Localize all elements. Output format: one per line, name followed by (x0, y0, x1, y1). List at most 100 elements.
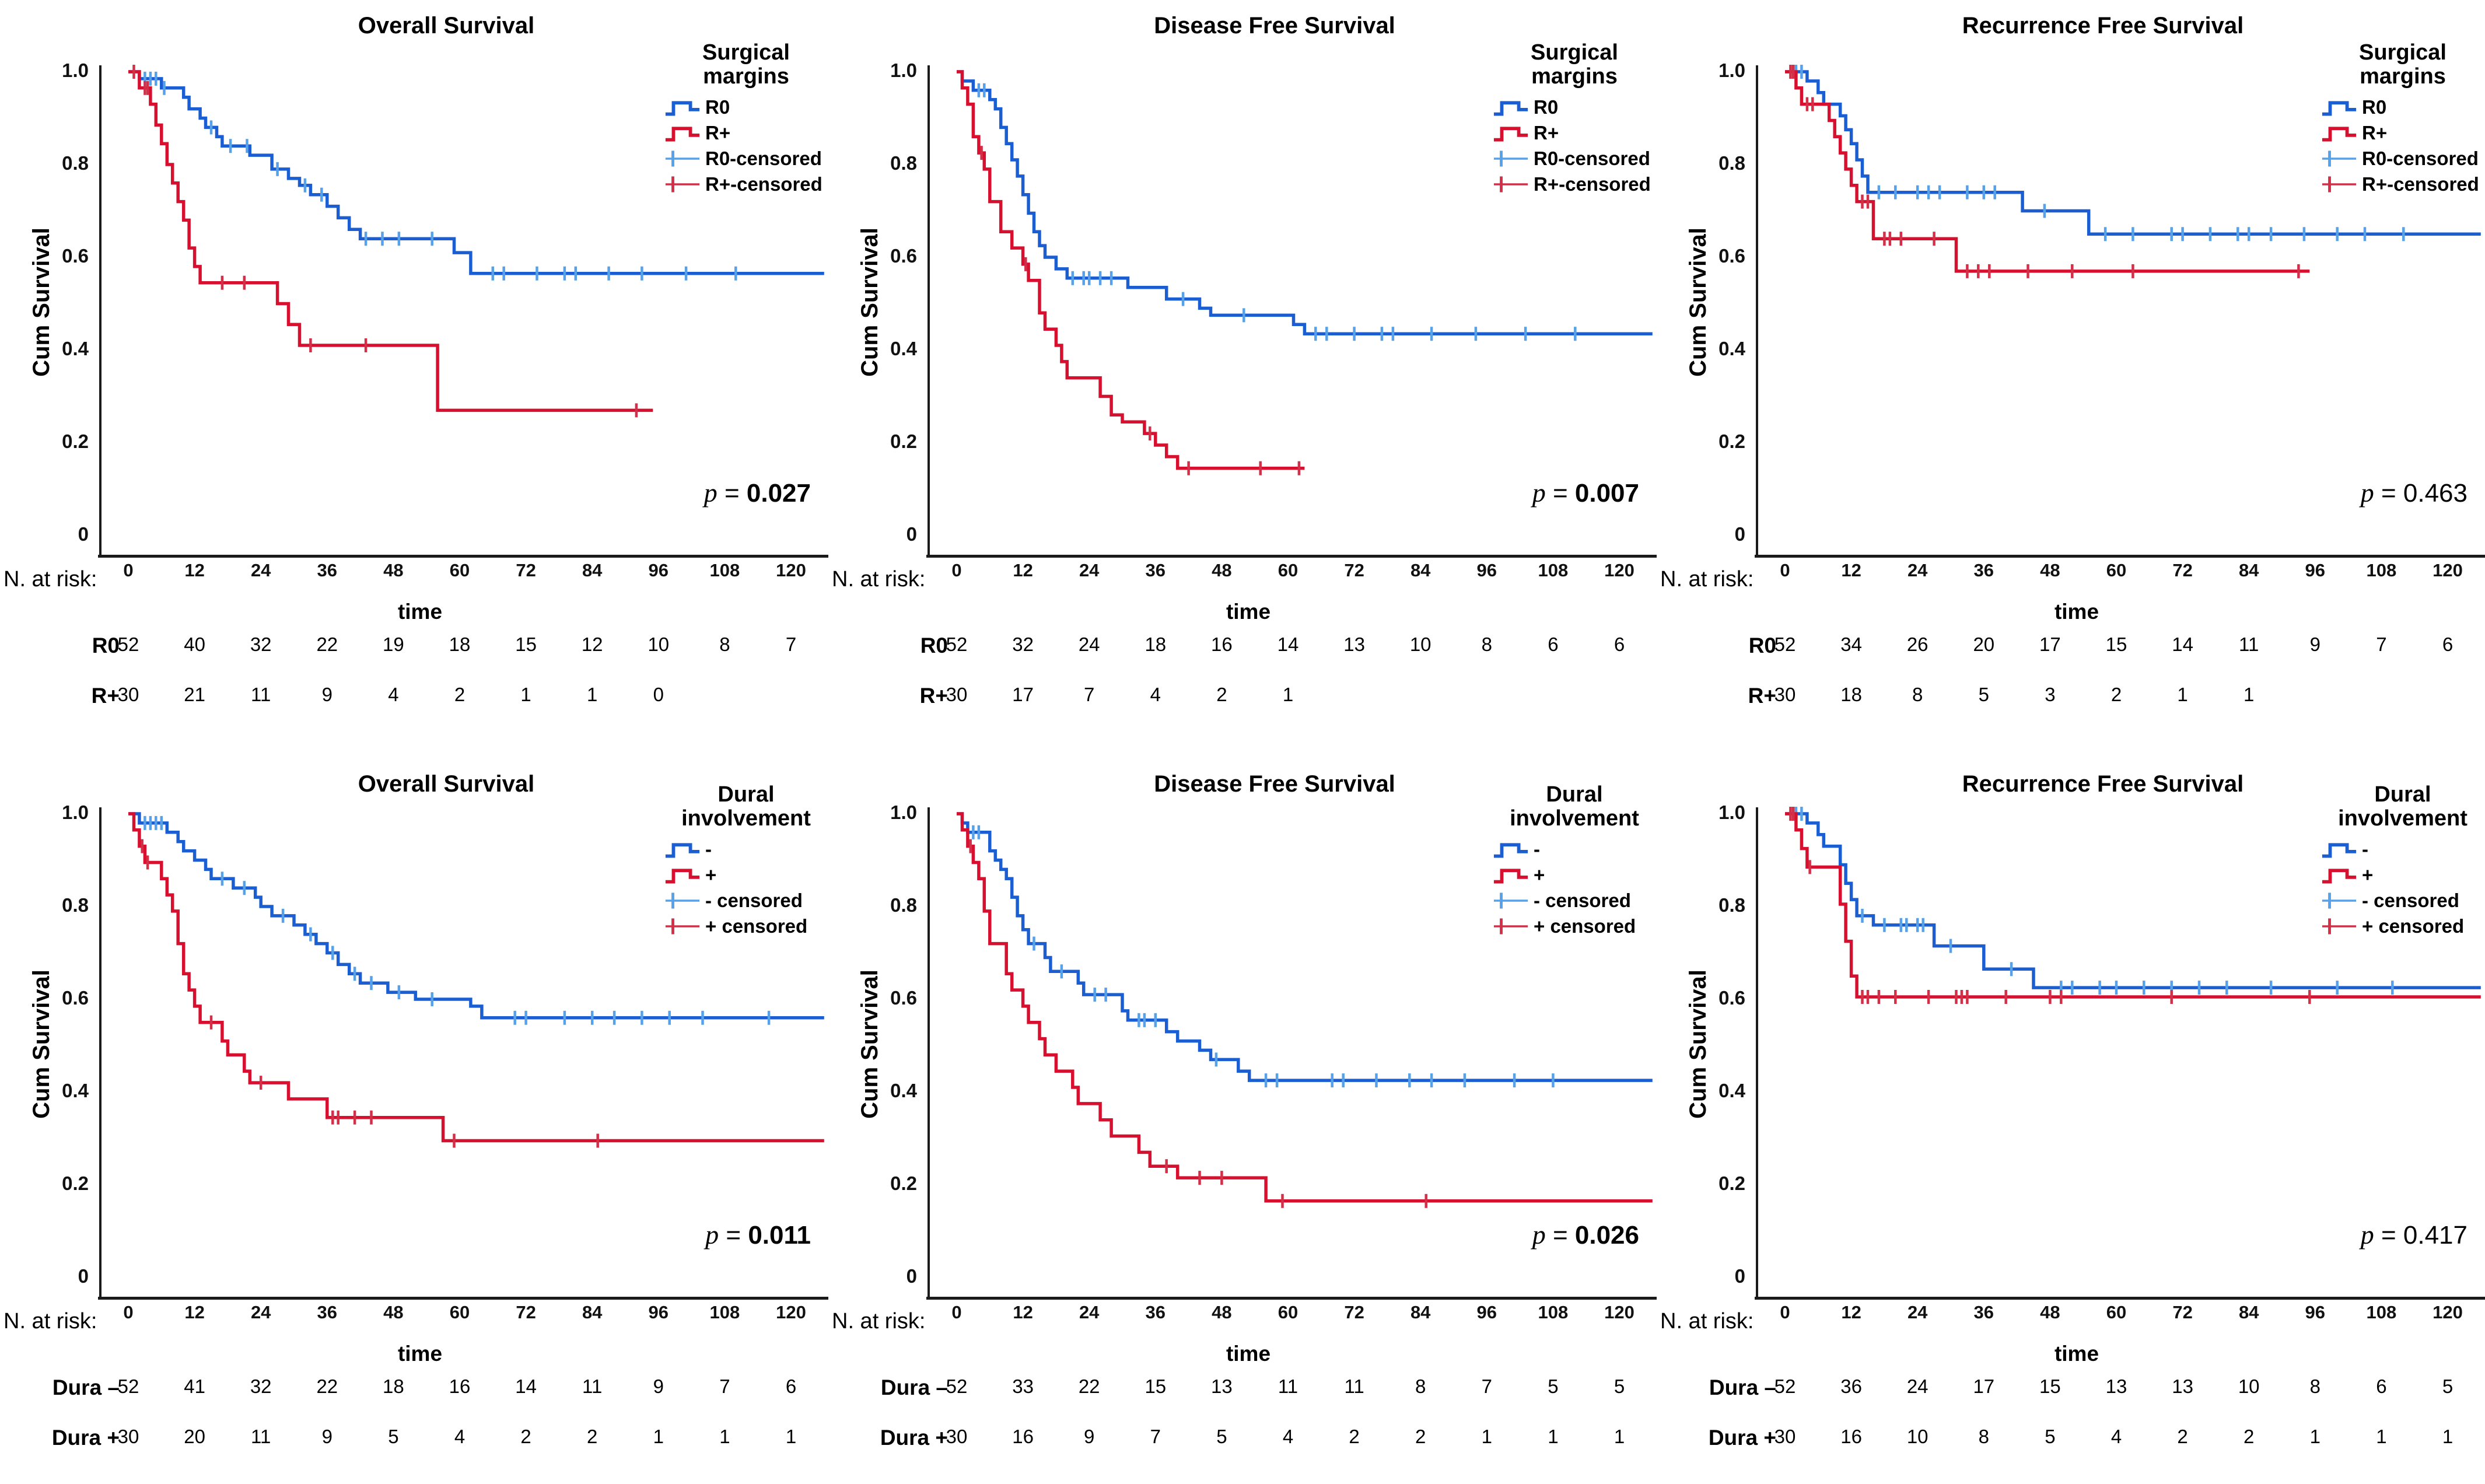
risk-count: 4 (1150, 684, 1161, 705)
y-tick-label: 0 (906, 523, 917, 545)
x-tick-label: 108 (1538, 560, 1569, 580)
x-tick-label: 12 (1841, 1302, 1861, 1322)
legend-line-glyph (665, 869, 700, 884)
x-tick-label: 36 (1145, 560, 1166, 580)
risk-count: 7 (2376, 634, 2387, 655)
legend-entry-label: + censored (705, 915, 808, 937)
legend-title: Dural involvement (1510, 782, 1639, 831)
risk-count: 52 (117, 1376, 139, 1397)
x-axis-line (1755, 1297, 2485, 1300)
risk-row-label: R+ (919, 684, 948, 708)
legend-entries: - + - censored + censored (664, 836, 828, 939)
panel-title: Recurrence Free Survival (1962, 13, 2244, 38)
x-tick-label: 12 (184, 560, 205, 580)
x-tick-label: 84 (2238, 560, 2259, 580)
risk-count: 14 (2172, 634, 2193, 655)
legend-line-glyph (1493, 127, 1528, 142)
risk-count: 15 (2039, 1376, 2061, 1397)
x-tick-label: 0 (951, 560, 962, 580)
p-number: 0.007 (1574, 479, 1639, 508)
risk-count: 11 (2239, 634, 2259, 655)
n-at-risk-label: N. at risk: (4, 567, 97, 592)
x-axis-line (926, 1297, 1657, 1300)
x-tick-label: 72 (516, 560, 536, 580)
risk-count: 52 (946, 1376, 968, 1397)
x-tick-label: 84 (1410, 560, 1431, 580)
risk-count: 11 (251, 1426, 271, 1447)
x-axis-line (98, 1297, 828, 1300)
x-tick-label: 96 (2305, 1302, 2326, 1322)
risk-count: 15 (515, 634, 537, 655)
risk-row-label: R0 (1748, 634, 1776, 657)
x-axis-title: time (397, 1342, 443, 1366)
risk-count: 30 (946, 684, 968, 705)
risk-count: 2 (1415, 1426, 1426, 1447)
risk-count: 16 (1840, 1426, 1862, 1447)
p-equals: = (717, 479, 747, 508)
legend-entry: + (664, 862, 828, 888)
x-tick-label: 0 (1780, 1302, 1790, 1322)
legend-entry-label: R+-censored (1534, 173, 1651, 195)
risk-count: 30 (1774, 1426, 1796, 1447)
risk-count: 22 (316, 634, 338, 655)
risk-count: 7 (719, 1376, 730, 1397)
x-tick-label: 120 (776, 560, 806, 580)
risk-count: 6 (1614, 634, 1625, 655)
risk-count: 1 (2244, 684, 2255, 705)
y-axis-title: Cum Survival (29, 228, 54, 377)
x-tick-label: 48 (1212, 1302, 1232, 1322)
risk-count: 2 (2177, 1426, 2188, 1447)
risk-count: 8 (1978, 1426, 1989, 1447)
legend-line-glyph (2322, 843, 2357, 858)
risk-count: 22 (1078, 1376, 1100, 1397)
y-tick-label: 1.0 (62, 802, 89, 823)
y-tick-label: 0.4 (62, 1080, 89, 1101)
x-axis-line (1755, 555, 2485, 558)
risk-count: 4 (1282, 1426, 1294, 1447)
x-tick-label: 36 (1145, 1302, 1166, 1322)
x-tick-label: 60 (2106, 1302, 2127, 1322)
x-tick-label: 84 (1410, 1302, 1431, 1322)
risk-count: 1 (520, 684, 531, 705)
legend-entry: + (1492, 862, 1657, 888)
legend-entries: - + - censored + censored (2320, 836, 2485, 939)
risk-count: 4 (388, 684, 399, 705)
risk-row-label: Dura + (880, 1426, 948, 1450)
p-number: 0.011 (748, 1221, 811, 1250)
legend-entry-label: R0-censored (2362, 148, 2479, 170)
risk-row-label: R0 (92, 634, 120, 657)
risk-count: 30 (117, 1426, 139, 1447)
risk-count: 1 (587, 684, 598, 705)
risk-count: 8 (2309, 1376, 2320, 1397)
y-tick-label: 0.4 (1718, 1080, 1745, 1101)
km-curve-R+ (1785, 70, 2310, 273)
legend-title: Surgical margins (1531, 40, 1618, 89)
p-value: p = 0.027 (583, 477, 811, 508)
legend-censor-glyph (665, 150, 700, 167)
risk-count: 9 (2309, 634, 2320, 655)
risk-count: 2 (1216, 684, 1227, 705)
legend-censor-glyph (665, 892, 700, 909)
y-tick-label: 0.8 (1718, 894, 1745, 916)
panel-title: Overall Survival (358, 771, 535, 797)
p-value: p = 0.463 (2240, 477, 2468, 508)
km-curve-R0 (1785, 70, 2481, 236)
p-symbol: p (705, 1220, 719, 1250)
legend-entry-label: R0-censored (1534, 148, 1650, 170)
x-tick-label: 96 (1476, 560, 1497, 580)
y-tick-label: 0.2 (1718, 430, 1745, 452)
x-axis-title: time (1226, 1342, 1271, 1366)
n-at-risk-label: N. at risk: (4, 1309, 97, 1334)
x-tick-label: 12 (1841, 560, 1861, 580)
x-tick-label: 48 (2040, 560, 2060, 580)
risk-count: 8 (719, 634, 730, 655)
panel-disease-free-survival-dural: Disease Free Survival Cum Survival Dural… (828, 742, 1657, 1484)
legend: Surgical margins R0 R+ R0-censored R+-censo… (664, 40, 828, 197)
panel-disease-free-survival-margins: Disease Free Survival Cum Survival Surgi… (828, 0, 1657, 742)
risk-count: 15 (2105, 634, 2127, 655)
risk-count: 1 (719, 1426, 730, 1447)
x-axis-title: time (397, 600, 443, 624)
risk-row-label: Dura – (880, 1376, 948, 1399)
panel-title: Disease Free Survival (1154, 13, 1395, 38)
p-equals: = (1545, 1221, 1575, 1250)
